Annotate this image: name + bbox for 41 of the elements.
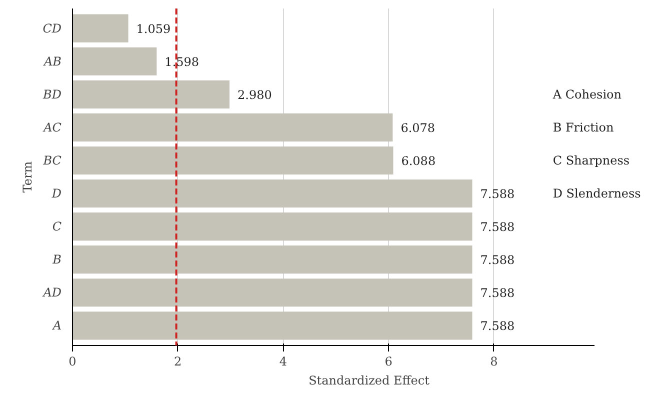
x-axis-title: Standardized Effect — [308, 374, 430, 388]
data-label: 6.088 — [401, 154, 436, 168]
data-label: 2.980 — [237, 88, 272, 102]
annotation: C Sharpness — [552, 153, 630, 168]
annotation: B Friction — [552, 120, 614, 134]
annotation: A Cohesion — [552, 87, 622, 102]
bar — [72, 47, 157, 76]
annotation: D Slenderness — [552, 186, 641, 201]
data-label: 7.588 — [480, 220, 515, 234]
data-label: 1.059 — [136, 22, 171, 36]
bar — [72, 146, 394, 175]
y-tick-label: BC — [42, 153, 62, 168]
data-label: 1.598 — [164, 54, 200, 69]
y-tick-label: AD — [42, 286, 62, 300]
bar — [72, 179, 472, 208]
y-tick-label: A — [52, 318, 62, 333]
y-tick-label: BD — [42, 87, 62, 102]
y-tick-label: AB — [43, 54, 62, 68]
bar — [72, 278, 472, 307]
bar — [72, 14, 128, 42]
data-label: 7.588 — [480, 253, 515, 268]
data-label: 7.588 — [480, 286, 515, 300]
data-label: 7.588 — [480, 319, 515, 334]
y-tick-label: B — [52, 252, 62, 267]
bar — [72, 212, 472, 241]
y-tick-label: C — [52, 220, 62, 234]
y-tick-label: D — [50, 186, 62, 201]
bar — [72, 312, 472, 340]
x-tick-label: 2 — [174, 354, 182, 368]
y-tick-label: CD — [42, 21, 62, 36]
bar — [72, 113, 393, 142]
x-tick-label: 6 — [384, 354, 392, 368]
x-tick-label: 4 — [279, 354, 288, 368]
data-label: 6.078 — [400, 120, 436, 135]
data-label: 7.588 — [480, 187, 515, 202]
y-tick-label: AC — [42, 120, 62, 134]
bar — [72, 80, 230, 108]
x-tick-label: 8 — [490, 354, 498, 368]
x-tick-label: 0 — [68, 354, 76, 368]
y-axis-title: Term — [20, 160, 35, 193]
bar — [72, 246, 472, 274]
